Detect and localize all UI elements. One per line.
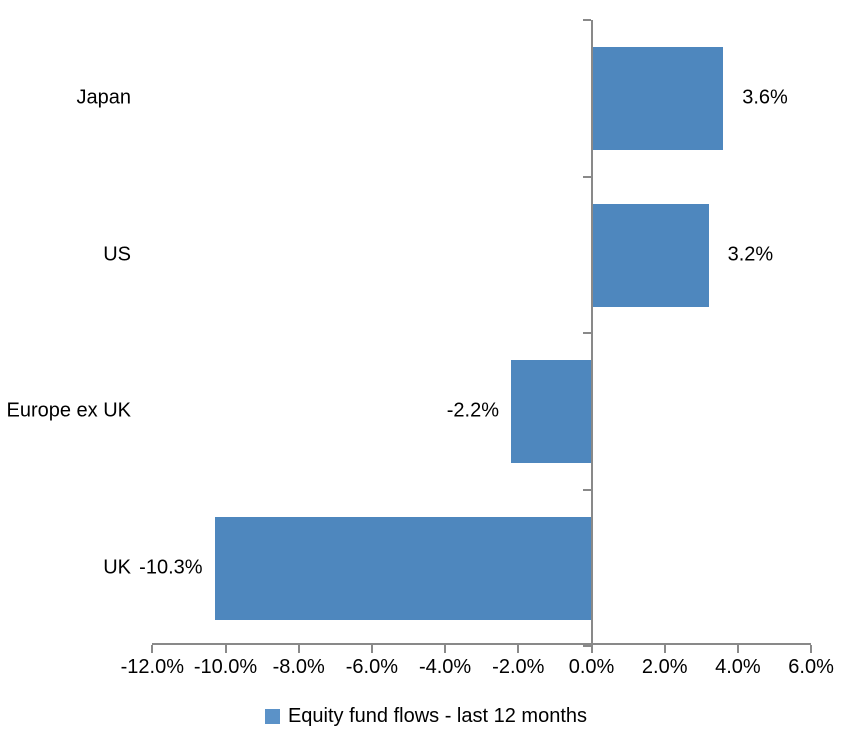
x-axis-tick xyxy=(517,645,520,653)
x-axis-tick-label: -4.0% xyxy=(418,656,472,678)
value-label-us: 3.2% xyxy=(727,243,774,266)
category-label-europe-ex-uk: Europe ex UK xyxy=(6,399,131,422)
category-label-us: US xyxy=(103,243,131,266)
x-axis-tick-label: 6.0% xyxy=(788,656,834,678)
category-axis-tick xyxy=(583,19,591,21)
legend-marker-icon xyxy=(264,709,280,724)
x-axis-tick xyxy=(370,645,373,653)
x-axis-tick xyxy=(224,645,227,653)
value-label-europe-ex-uk: -2.2% xyxy=(446,399,499,422)
bar-japan xyxy=(591,47,724,150)
value-label-japan: 3.6% xyxy=(742,86,788,109)
category-label-japan: Japan xyxy=(76,86,132,109)
x-axis-tick xyxy=(663,645,666,653)
x-axis-tick-label: -2.0% xyxy=(492,656,545,678)
bar-europe-ex-uk xyxy=(510,360,592,463)
category-axis-tick xyxy=(583,645,591,647)
legend-label: Equity fund flows - last 12 months xyxy=(287,705,588,727)
x-axis-tick xyxy=(810,645,813,653)
legend: Equity fund flows - last 12 months xyxy=(0,705,852,728)
x-axis-tick xyxy=(590,645,593,653)
x-axis-tick-label: 0.0% xyxy=(568,656,615,678)
x-axis-tick-label: -10.0% xyxy=(193,656,258,678)
x-axis-tick-label: 4.0% xyxy=(715,656,761,678)
category-axis-tick xyxy=(583,488,591,491)
x-axis-tick-label: -6.0% xyxy=(345,656,399,678)
category-label-uk: UK xyxy=(103,556,131,579)
x-axis-line xyxy=(152,643,812,645)
x-axis-tick-label: -8.0% xyxy=(272,656,325,678)
x-axis-tick-label: -12.0% xyxy=(120,656,184,678)
x-axis-tick xyxy=(297,645,300,653)
category-axis-tick xyxy=(583,175,591,178)
x-axis-tick xyxy=(151,645,154,653)
x-axis-tick xyxy=(444,645,447,653)
x-axis-tick-label: 2.0% xyxy=(641,656,688,678)
x-axis-tick xyxy=(736,645,739,653)
bar-us xyxy=(591,203,709,307)
category-axis-tick xyxy=(583,332,591,334)
zero-axis-line xyxy=(591,20,593,645)
value-label-uk: -10.3% xyxy=(139,556,203,579)
bar-uk xyxy=(214,516,592,620)
